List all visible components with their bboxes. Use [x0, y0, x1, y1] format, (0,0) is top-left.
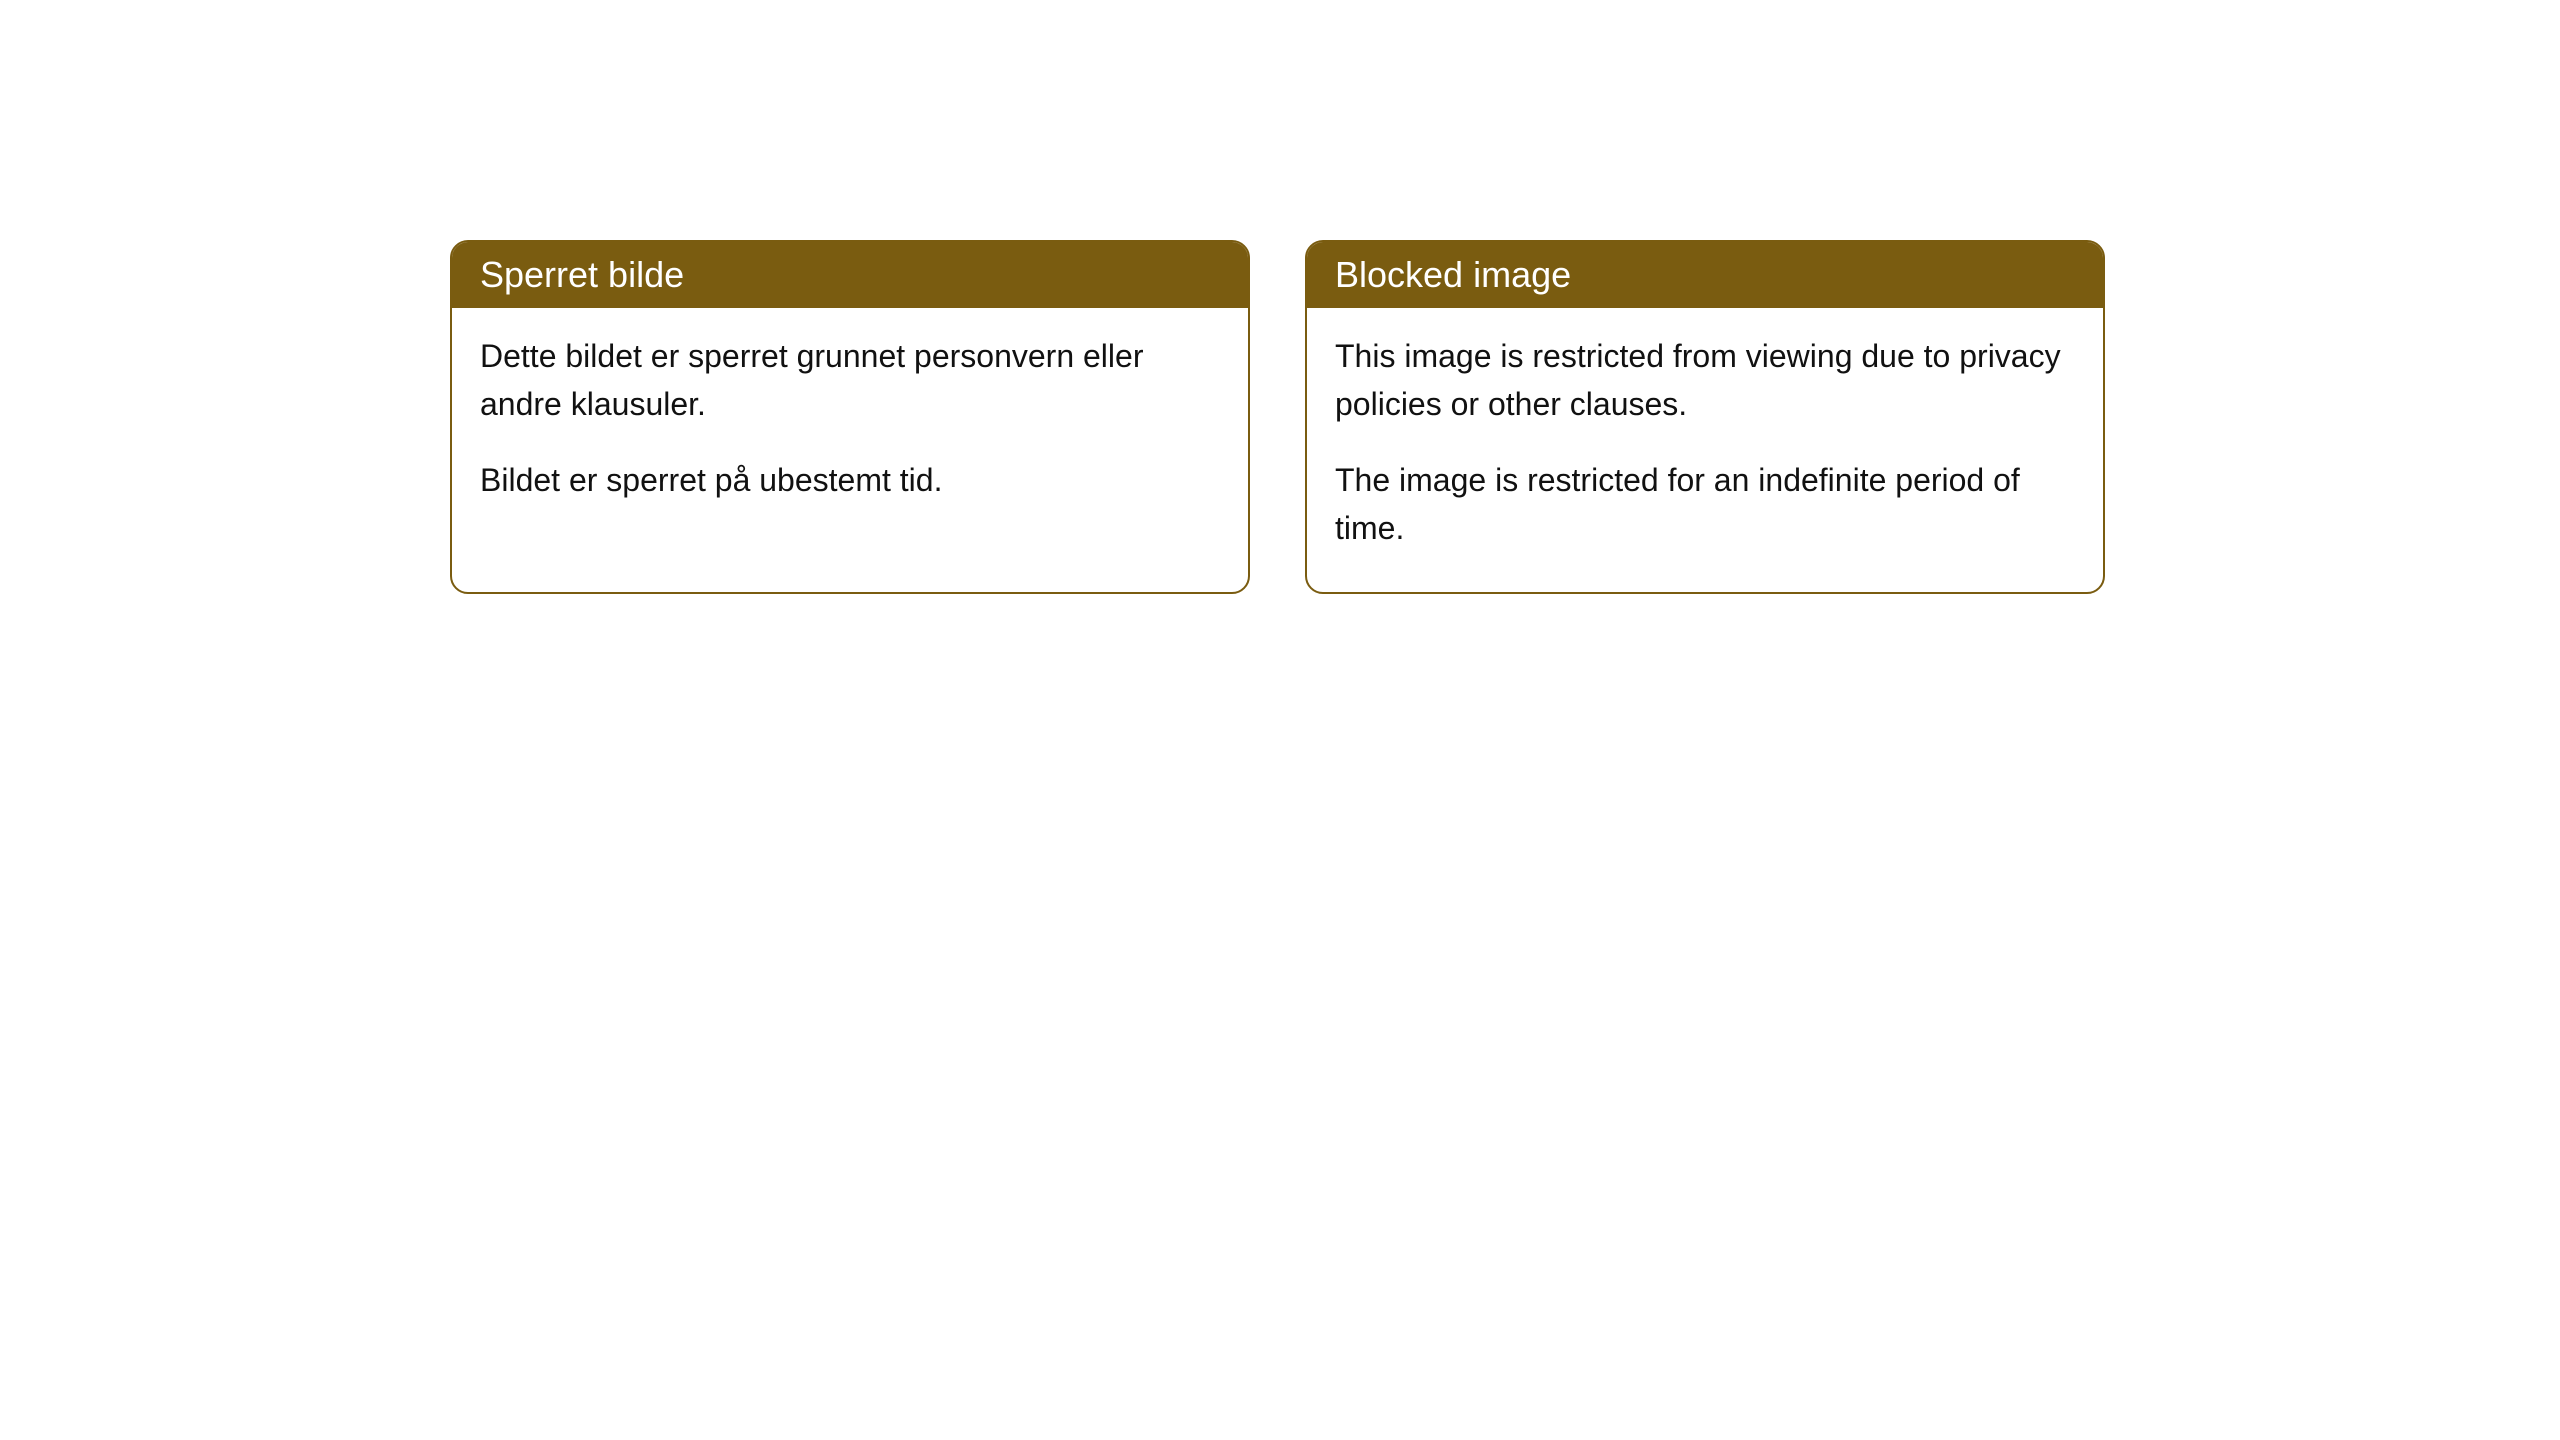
card-title: Sperret bilde — [480, 254, 684, 295]
card-paragraph: Dette bildet er sperret grunnet personve… — [480, 332, 1220, 428]
card-header: Blocked image — [1307, 242, 2103, 308]
notice-card-english: Blocked image This image is restricted f… — [1305, 240, 2105, 594]
card-body: This image is restricted from viewing du… — [1307, 308, 2103, 592]
card-title: Blocked image — [1335, 254, 1571, 295]
card-paragraph: The image is restricted for an indefinit… — [1335, 456, 2075, 552]
card-paragraph: This image is restricted from viewing du… — [1335, 332, 2075, 428]
card-header: Sperret bilde — [452, 242, 1248, 308]
card-body: Dette bildet er sperret grunnet personve… — [452, 308, 1248, 544]
notice-cards-container: Sperret bilde Dette bildet er sperret gr… — [450, 240, 2105, 594]
card-paragraph: Bildet er sperret på ubestemt tid. — [480, 456, 1220, 504]
notice-card-norwegian: Sperret bilde Dette bildet er sperret gr… — [450, 240, 1250, 594]
